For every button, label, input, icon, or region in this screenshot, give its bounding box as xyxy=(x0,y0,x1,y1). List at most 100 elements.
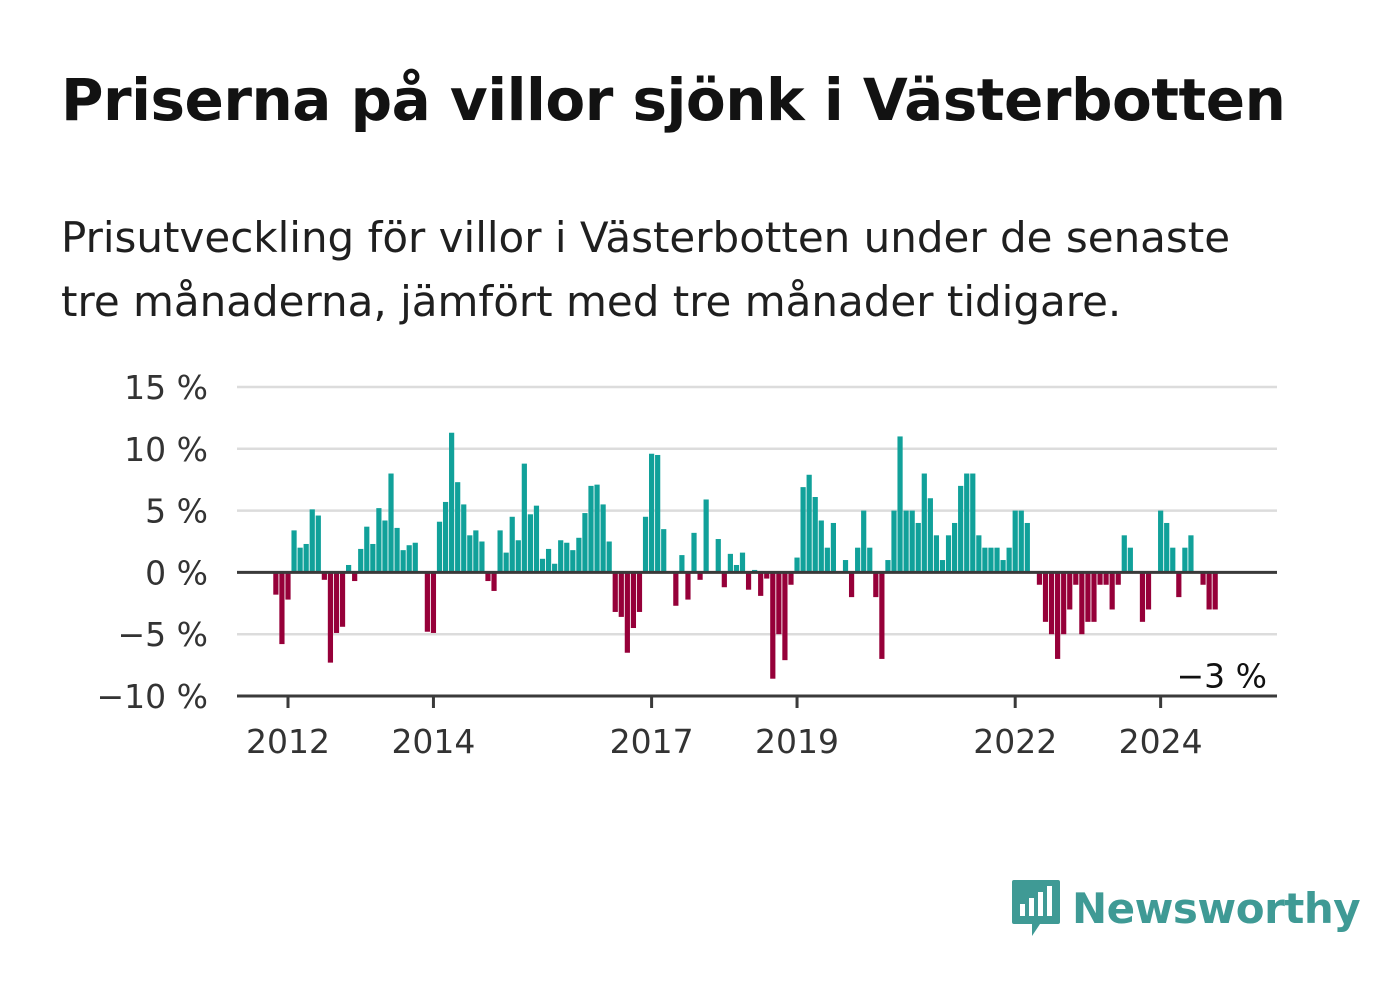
bar xyxy=(764,572,770,579)
bar xyxy=(1061,572,1067,635)
bar xyxy=(703,499,709,573)
x-tick-label: 2014 xyxy=(391,722,475,761)
bar xyxy=(1127,547,1133,573)
bar xyxy=(497,530,503,573)
bar xyxy=(612,572,618,612)
bar xyxy=(394,527,400,573)
bar xyxy=(1176,572,1182,598)
bar xyxy=(1200,572,1206,585)
bar xyxy=(1109,572,1115,610)
bar xyxy=(297,547,303,573)
bar xyxy=(927,498,933,573)
bar xyxy=(1206,572,1212,610)
bar xyxy=(879,572,885,659)
bar xyxy=(655,454,661,573)
bar xyxy=(1182,547,1188,573)
y-axis-labels: −10 % −5 % 0 % 5 % 10 % 15 % xyxy=(97,368,209,716)
bar xyxy=(479,541,485,573)
y-tick-label: −5 % xyxy=(118,615,209,654)
bar xyxy=(388,473,394,573)
bar xyxy=(576,537,582,573)
bar xyxy=(527,514,533,573)
bar xyxy=(461,504,467,573)
bar xyxy=(1188,535,1194,573)
bar xyxy=(321,572,327,580)
bar xyxy=(588,485,594,573)
bar xyxy=(776,572,782,635)
x-tick-label: 2024 xyxy=(1119,722,1203,761)
bar xyxy=(273,572,279,595)
bar xyxy=(1085,572,1091,622)
y-tick-label: 10 % xyxy=(124,430,208,469)
bar xyxy=(903,510,909,573)
y-tick-label: −10 % xyxy=(97,677,209,716)
bar xyxy=(1018,510,1024,573)
bar xyxy=(515,540,521,573)
bar xyxy=(382,520,388,573)
bar xyxy=(594,484,600,573)
bar xyxy=(806,474,812,573)
bar xyxy=(376,508,382,573)
x-tick-label: 2012 xyxy=(246,722,330,761)
bar xyxy=(1079,572,1085,635)
bar xyxy=(400,550,406,573)
bar xyxy=(958,485,964,573)
bar xyxy=(649,453,655,573)
bar xyxy=(842,560,849,573)
bar xyxy=(933,535,940,573)
bar xyxy=(739,552,746,573)
bar xyxy=(558,540,564,573)
grid-lines xyxy=(237,385,1277,636)
bar xyxy=(303,543,309,573)
bar xyxy=(630,572,637,629)
bar xyxy=(618,572,624,617)
bars xyxy=(273,432,1218,679)
bar xyxy=(1006,547,1012,573)
bar xyxy=(867,547,873,573)
axes xyxy=(237,570,1277,698)
bar xyxy=(291,530,297,573)
bar xyxy=(346,564,352,573)
bar xyxy=(1158,510,1164,573)
bar xyxy=(539,558,546,573)
bar xyxy=(1121,535,1127,573)
bar xyxy=(855,547,861,573)
bar xyxy=(1145,572,1152,610)
bar xyxy=(606,541,612,573)
bar xyxy=(976,535,982,573)
bar xyxy=(467,535,473,573)
bar xyxy=(873,572,879,598)
bar xyxy=(1073,572,1079,585)
bar xyxy=(1024,522,1030,573)
bar xyxy=(697,572,703,580)
bar xyxy=(1212,572,1218,610)
bar xyxy=(861,510,867,573)
bar xyxy=(673,572,679,606)
bar xyxy=(279,572,285,645)
bar xyxy=(352,572,358,582)
bar xyxy=(715,539,721,573)
bar xyxy=(473,530,479,573)
bar xyxy=(406,545,412,573)
bar xyxy=(745,572,752,590)
bar xyxy=(982,547,988,573)
bar xyxy=(1091,572,1097,622)
bar xyxy=(364,526,370,573)
bar xyxy=(915,522,921,573)
bar xyxy=(552,563,558,573)
bar xyxy=(830,522,836,573)
bar xyxy=(564,542,570,573)
bar xyxy=(727,553,733,573)
bar xyxy=(970,473,976,573)
bar xyxy=(1139,572,1146,622)
bar xyxy=(1067,572,1073,610)
bar xyxy=(691,532,697,573)
bar xyxy=(1115,572,1121,585)
last-value-label: −3 % xyxy=(1177,656,1268,695)
bar xyxy=(370,543,376,573)
bar xyxy=(952,522,958,573)
bar xyxy=(624,572,630,653)
bar xyxy=(679,555,685,573)
bar xyxy=(848,572,855,598)
